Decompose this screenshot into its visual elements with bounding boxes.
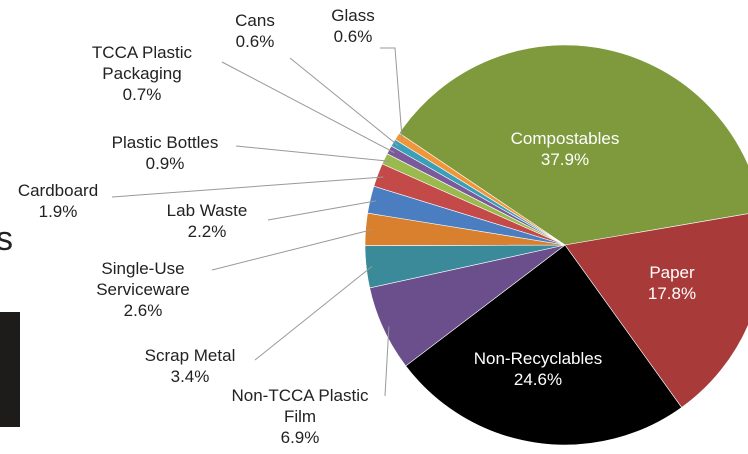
percent-label: 24.6% <box>513 370 563 389</box>
pie-slice <box>405 244 683 446</box>
percent-label: 0.7% <box>122 85 162 104</box>
slice-label: Non-Recyclables 24.6% <box>438 348 638 390</box>
slice-label: TCCA Plastic Packaging 0.7% <box>77 42 207 105</box>
leader-line <box>267 200 377 221</box>
slice-label: Plastic Bottles 0.9% <box>85 132 245 174</box>
slice-label: Non-TCCA Plastic Film 6.9% <box>215 385 385 448</box>
leader-line <box>211 229 372 271</box>
percent-label: 0.6% <box>333 27 373 46</box>
percent-label: 1.9% <box>38 202 78 221</box>
leader-line <box>384 326 390 397</box>
category-name: TCCA Plastic Packaging <box>91 43 193 83</box>
percent-label: 2.6% <box>123 301 163 320</box>
slice-label: Paper 17.8% <box>612 262 732 304</box>
percent-label: 3.4% <box>170 367 210 386</box>
percent-label: 0.6% <box>235 32 275 51</box>
category-name: Non-TCCA Plastic Film <box>231 386 369 426</box>
leader-line <box>289 57 399 147</box>
fragment-text: s <box>0 220 13 258</box>
slice-label: Cardboard 1.9% <box>3 180 113 222</box>
percent-label: 37.9% <box>540 150 590 169</box>
category-name: Lab Waste <box>166 201 248 220</box>
slice-label: Single-Use Serviceware 2.6% <box>88 258 198 321</box>
percent-label: 2.2% <box>187 222 227 241</box>
percent-label: 17.8% <box>647 284 697 303</box>
leader-line <box>221 61 395 154</box>
slice-label: Glass 0.6% <box>323 5 383 47</box>
category-name: Cardboard <box>17 181 99 200</box>
pie-slice <box>394 132 566 246</box>
pie-slice <box>564 213 748 408</box>
pie-slice <box>398 44 748 246</box>
percent-label: 6.9% <box>280 428 320 447</box>
category-name: Compostables <box>510 129 620 148</box>
slice-label: Cans 0.6% <box>225 10 285 52</box>
slice-label: Compostables 37.9% <box>465 128 665 170</box>
leader-line <box>254 265 373 361</box>
category-name: Plastic Bottles <box>111 133 219 152</box>
leader-line <box>111 176 384 198</box>
leader-line <box>235 145 391 162</box>
percent-label: 0.9% <box>145 154 185 173</box>
category-name: Glass <box>331 6 375 25</box>
category-name: Cans <box>235 11 275 30</box>
category-name: Paper <box>649 263 695 282</box>
image-fragment <box>0 312 20 427</box>
leader-line <box>380 47 403 140</box>
category-name: Non-Recyclables <box>473 349 603 368</box>
category-name: Single-Use Serviceware <box>96 259 190 299</box>
slice-label: Lab Waste 2.2% <box>147 200 267 242</box>
slice-label: Scrap Metal 3.4% <box>115 345 265 387</box>
category-name: Scrap Metal <box>144 346 236 365</box>
